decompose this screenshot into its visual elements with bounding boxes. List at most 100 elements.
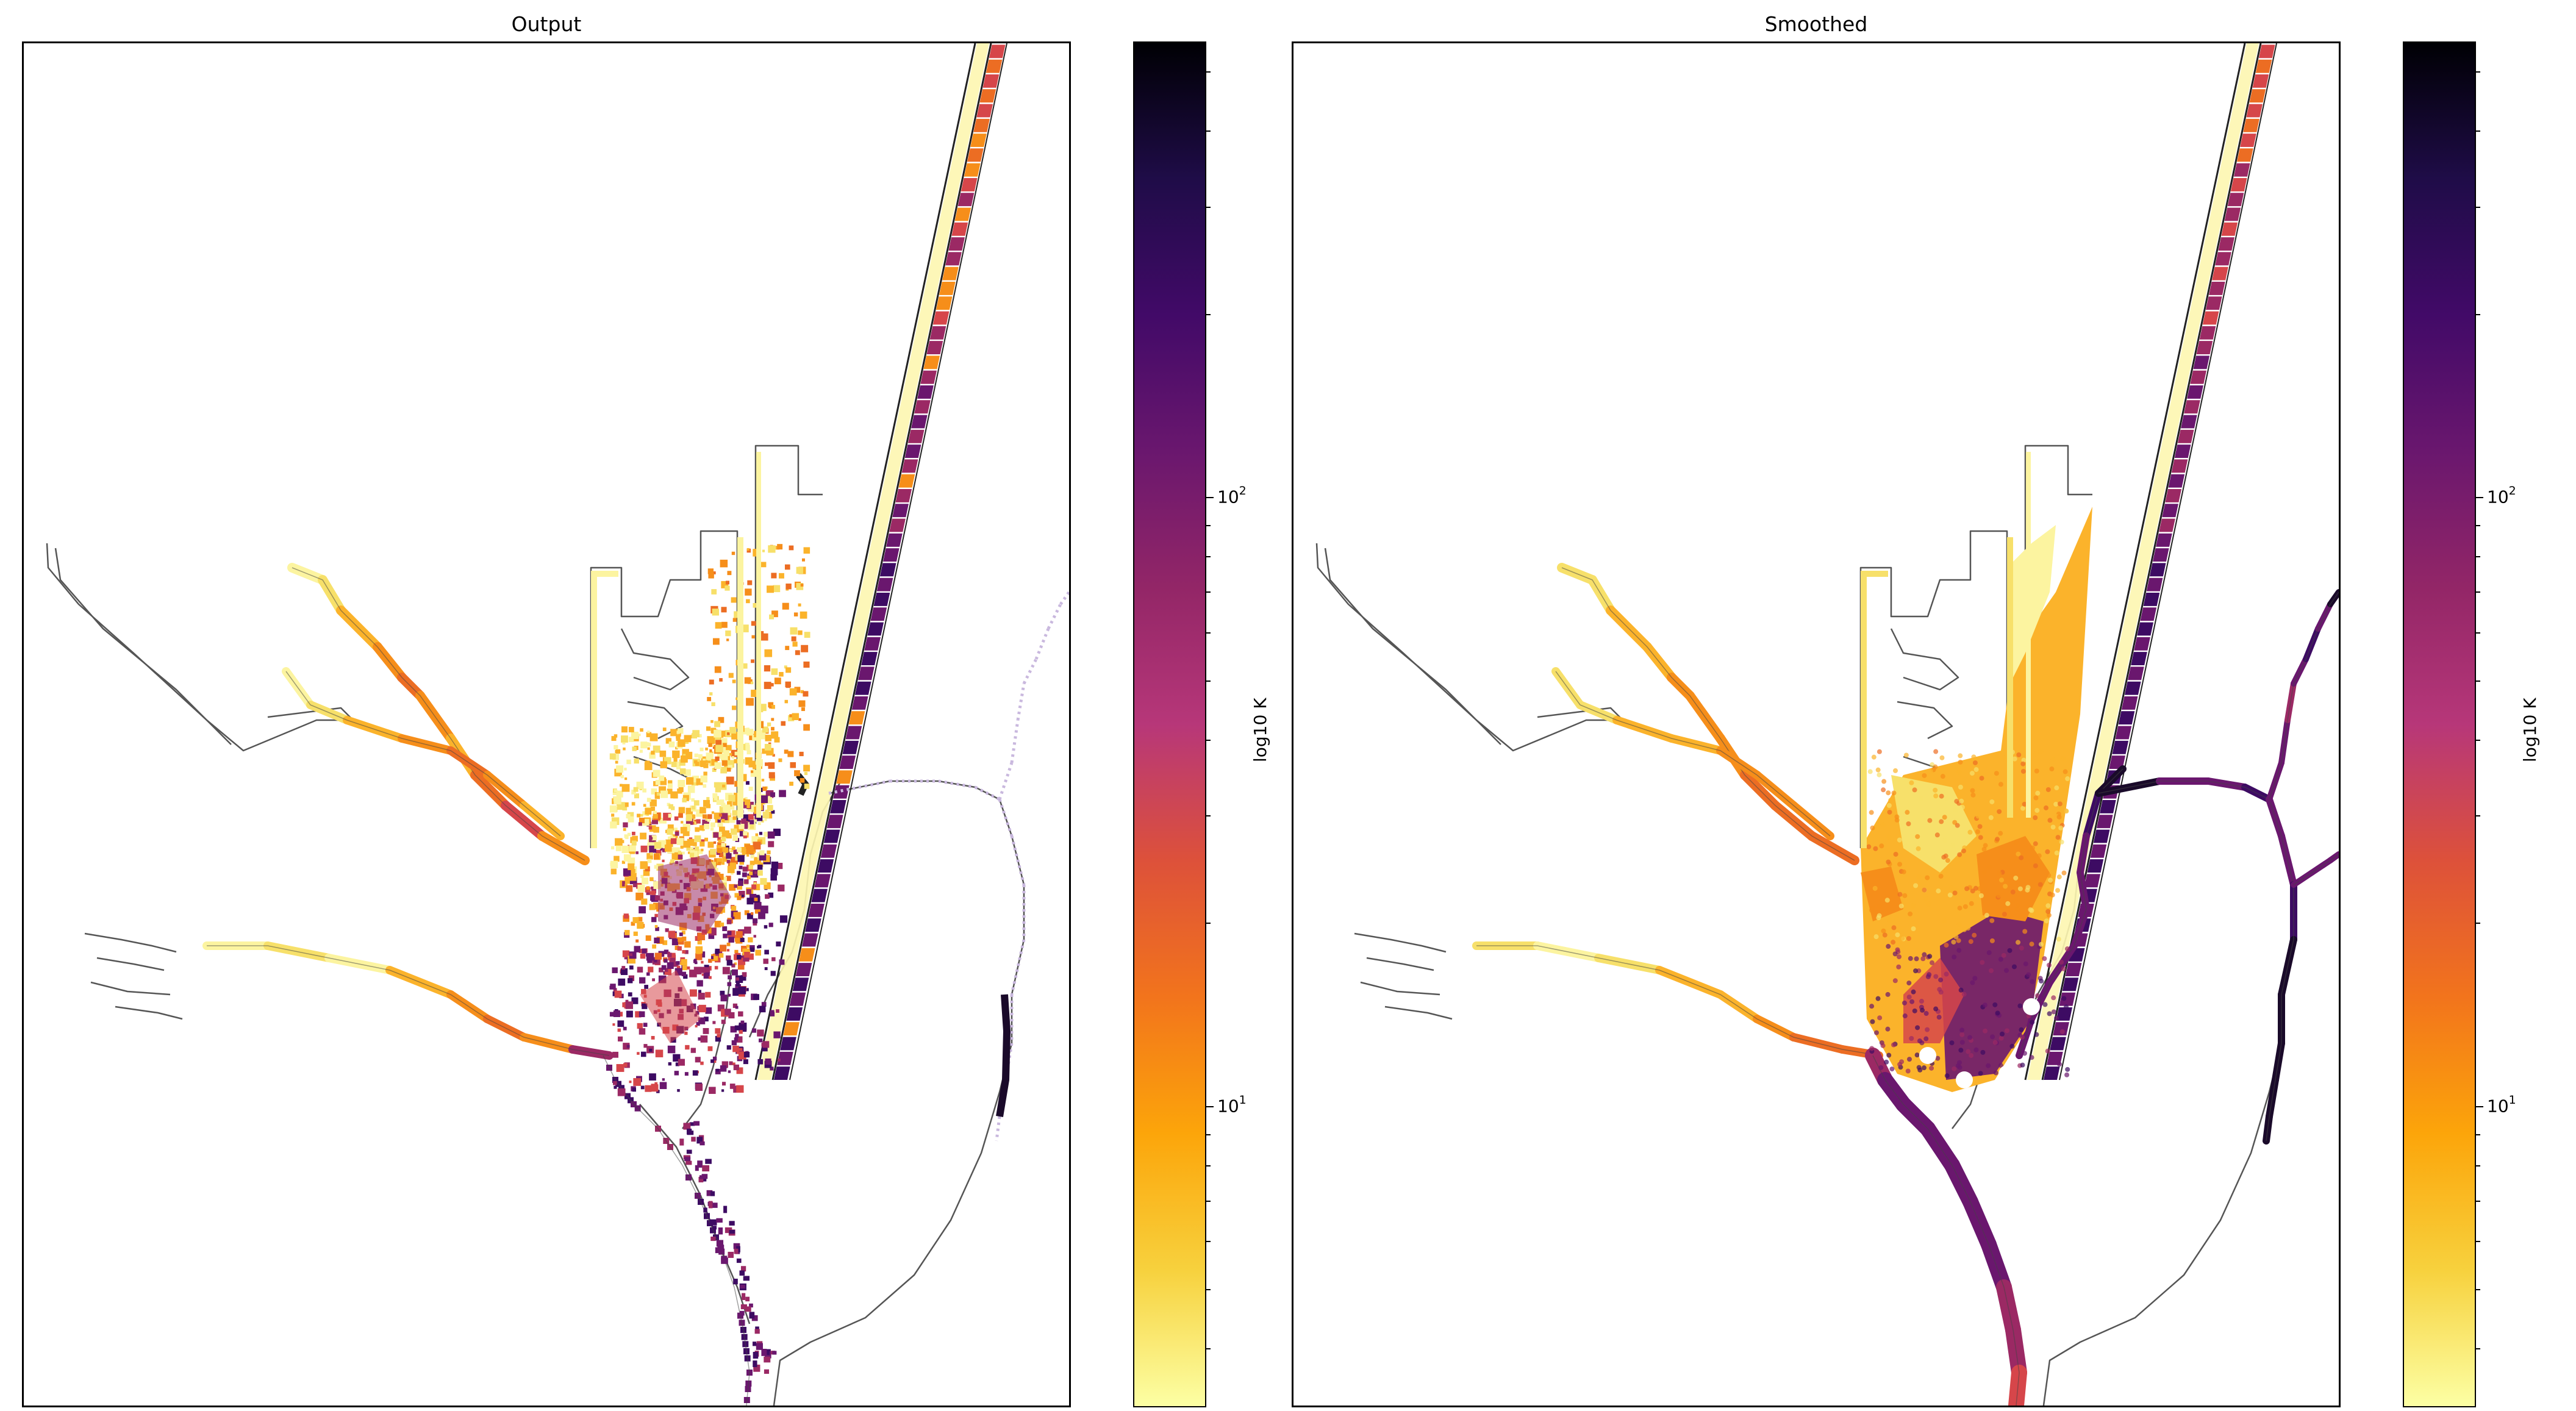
bay-mesh-cell (1905, 1068, 1911, 1074)
bay-cell (731, 906, 737, 911)
bay-cell (726, 955, 731, 961)
bay-cell (734, 949, 739, 954)
bay-cell (700, 1061, 704, 1065)
bay-cell (623, 747, 626, 751)
bay-cell (721, 621, 728, 628)
bay-gap (1998, 1065, 2016, 1082)
channel-cell (2202, 311, 2219, 325)
bay-cell (646, 886, 650, 890)
bay-mesh-cell (1969, 1053, 1974, 1059)
bay-mesh-cell (2046, 962, 2052, 968)
bay-cell (732, 816, 737, 820)
channel-cell (2121, 696, 2138, 710)
bay-cell (770, 683, 774, 687)
bay-mesh-cell (1980, 1049, 1986, 1055)
bay-cell (685, 807, 693, 815)
bay-cell (615, 838, 623, 846)
bay-mesh-cell (1959, 1040, 1965, 1045)
bay-cell (734, 1025, 740, 1031)
bay-cell (784, 749, 789, 754)
bay-cell (705, 748, 708, 751)
bay-cell (693, 800, 699, 806)
bay-cell (762, 1045, 768, 1052)
bay-mesh-cell (1972, 760, 1978, 765)
channel-cell-sparse (728, 1251, 734, 1258)
bay-mesh-cell (1968, 939, 1973, 945)
bay-cell (714, 782, 720, 788)
bay-mesh-cell (1943, 790, 1948, 795)
bay-cell (757, 1029, 764, 1037)
bay-cell (787, 751, 794, 757)
colorbar-minor-tick (1206, 1289, 1211, 1291)
bay-cell (705, 991, 711, 998)
map-output[interactable] (22, 41, 1071, 1407)
bay-mesh-cell (2038, 749, 2044, 754)
bay-mesh-cell (1922, 773, 1927, 778)
channel-cell (808, 904, 825, 917)
bay-cell (695, 1084, 703, 1091)
channel-cell-sparse (705, 1159, 712, 1164)
bay-mesh-cell (1903, 843, 1909, 849)
channel-cell (2218, 237, 2235, 251)
channel-edge (2024, 43, 2246, 1081)
channel-cell (926, 341, 943, 354)
bay-cell (718, 862, 721, 865)
bay-cell (647, 731, 650, 734)
bay-cell (689, 970, 697, 977)
bay-cell (772, 754, 775, 757)
bay-cell (677, 1089, 680, 1092)
channel-cell-sparse (716, 1218, 723, 1223)
colorbar-minor-tick (1206, 524, 1211, 526)
bay-cell (769, 763, 773, 768)
bay-mesh-cell (1877, 749, 1882, 754)
bay-cell (748, 937, 753, 943)
bay-cell (790, 762, 796, 768)
bay-cell (721, 843, 726, 847)
bay-cell (721, 607, 727, 613)
channel-cell (2059, 992, 2076, 1006)
bay-cell (678, 739, 685, 747)
bay-mesh-cell (1930, 960, 1935, 965)
bay-cell (799, 751, 804, 757)
bay-cell (695, 1057, 701, 1063)
bay-cell (662, 1078, 665, 1081)
map-smoothed[interactable] (1292, 41, 2341, 1407)
bay-cell (695, 762, 699, 766)
bay-cell (792, 713, 800, 721)
bay-cell (746, 698, 754, 706)
bay-mesh-cell (1970, 792, 1976, 798)
bay-cell (753, 817, 757, 822)
bay-cell (667, 828, 673, 835)
bay-mesh-cell (1972, 976, 1978, 981)
bay-cell (659, 786, 667, 794)
bay-cell (641, 898, 648, 905)
bay-cell (655, 927, 659, 931)
bay-cell (654, 913, 658, 918)
channel-cell-sparse (724, 1227, 732, 1234)
bay-mesh-cell (1905, 810, 1910, 815)
bay-cell (731, 1040, 737, 1046)
bay-cell (796, 583, 804, 590)
bay-cell (757, 1059, 764, 1065)
bay-cell (609, 753, 616, 760)
channel-cell (2181, 415, 2197, 429)
bay-mesh-cell (2045, 1048, 2050, 1054)
colorbar-minor-tick (2476, 1165, 2480, 1166)
bay-cell (736, 982, 740, 987)
channel-cell (830, 800, 846, 813)
bay-cell (649, 904, 656, 910)
bay-cell (637, 884, 645, 892)
bay-cell (764, 949, 769, 955)
bay-cell (762, 1041, 770, 1048)
bay-cell (708, 573, 714, 579)
bay-cell (674, 945, 679, 951)
bay-mesh-cell (2005, 1028, 2010, 1034)
bay-cell (785, 667, 792, 673)
bay-cell (740, 846, 746, 853)
bay-mesh-cell (1998, 1035, 2004, 1041)
bay-cell (765, 809, 769, 813)
bay-mesh-cell (1957, 906, 1962, 911)
bay-cell (701, 973, 704, 976)
bay-cell (723, 750, 730, 756)
bay-cell (762, 786, 767, 791)
